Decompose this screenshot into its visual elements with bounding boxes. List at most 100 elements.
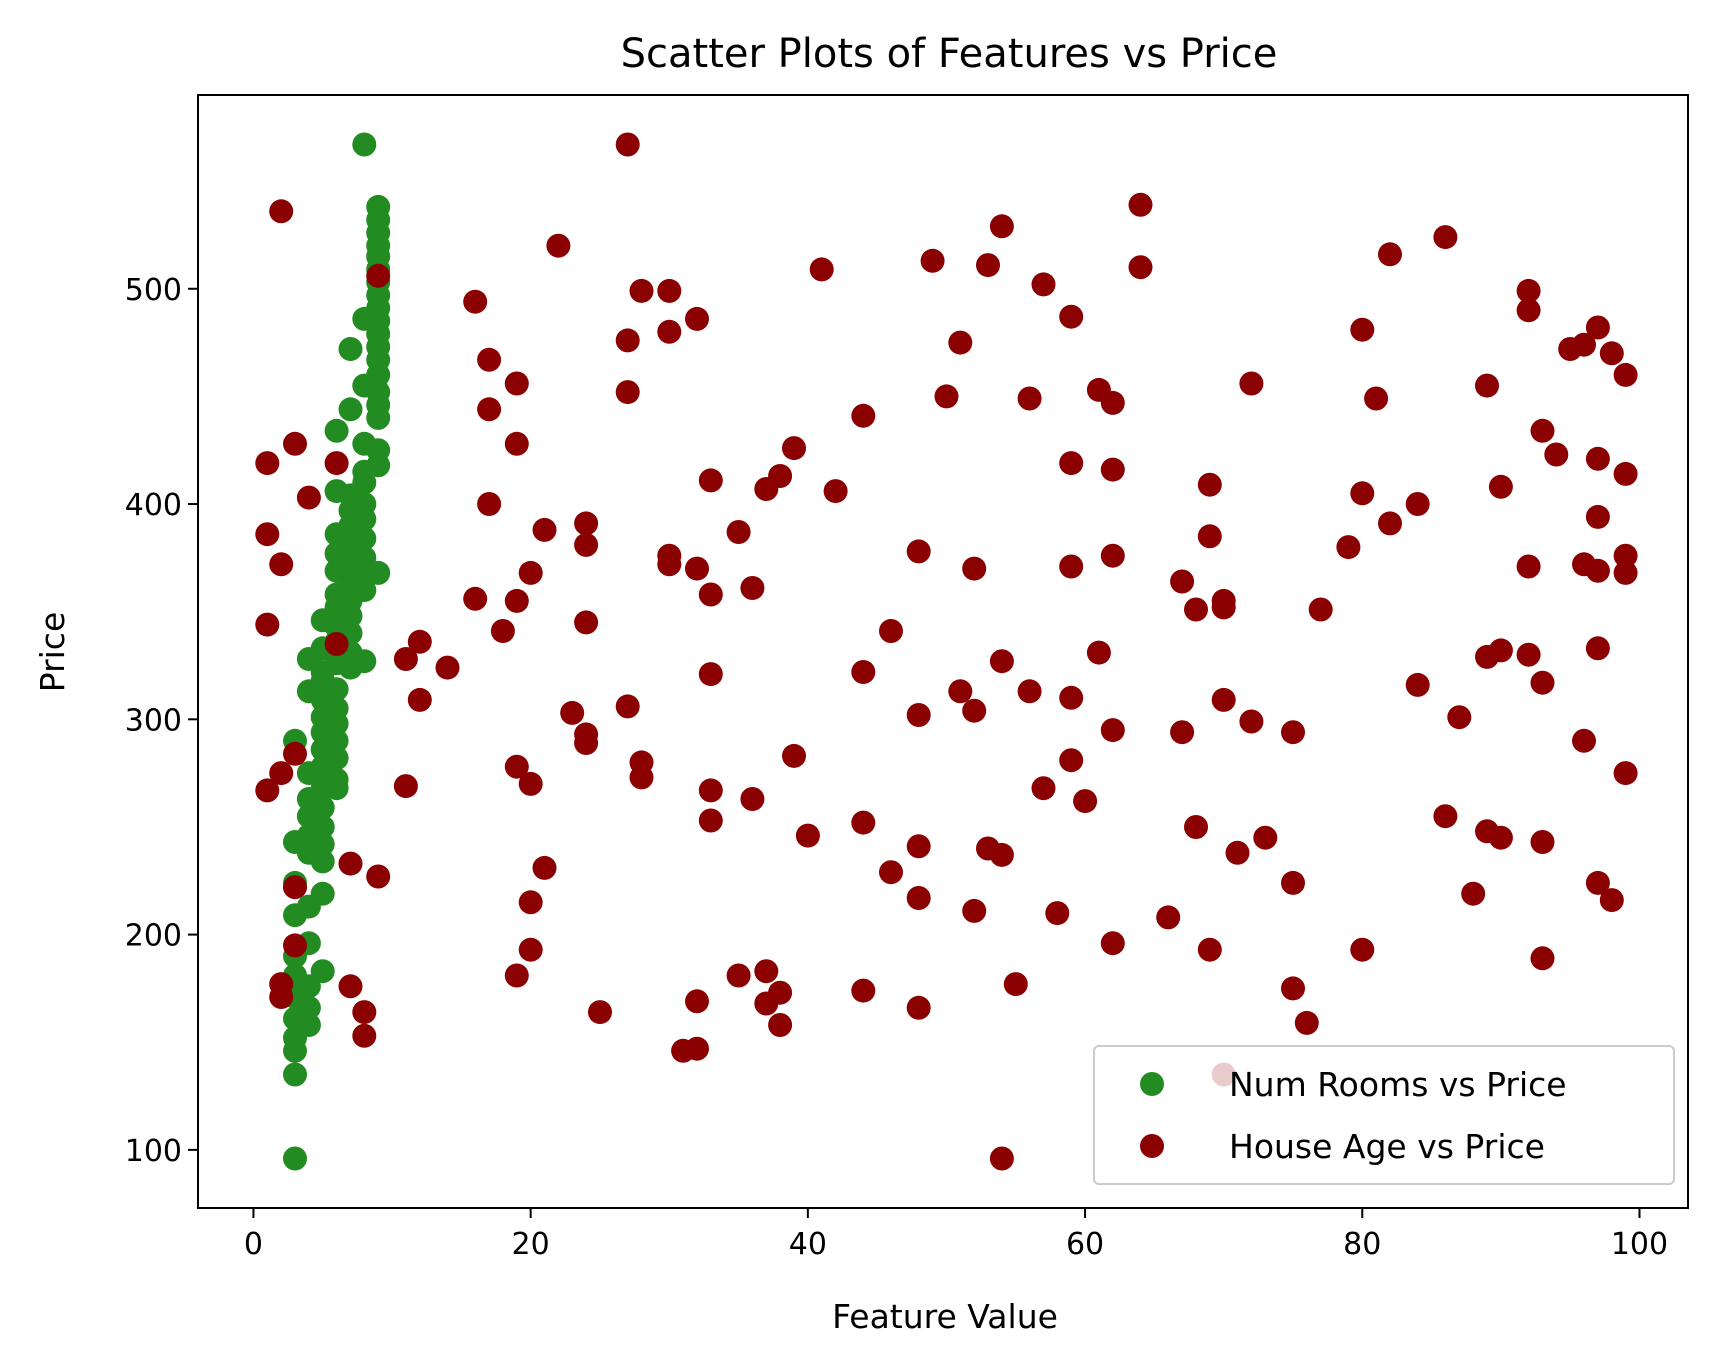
scatter-point <box>740 576 765 600</box>
series-1 <box>255 132 1638 1171</box>
scatter-point <box>768 980 793 1005</box>
scatter-point <box>1308 597 1333 622</box>
scatter-point <box>310 849 335 874</box>
scatter-point <box>366 864 391 889</box>
scatter-point <box>948 679 973 704</box>
scatter-point <box>698 468 723 493</box>
scatter-point <box>1530 418 1555 443</box>
x-tick-label: 100 <box>1611 1227 1668 1262</box>
scatter-point <box>352 1000 377 1025</box>
scatter-point <box>338 337 363 361</box>
scatter-point <box>962 556 987 581</box>
scatter-point <box>1031 272 1056 297</box>
scatter-point <box>407 687 432 712</box>
scatter-point <box>352 132 377 157</box>
scatter-point <box>1516 278 1541 303</box>
scatter-point <box>283 1146 307 1171</box>
scatter-point <box>698 582 723 607</box>
scatter-point <box>296 485 321 510</box>
scatter-point <box>560 700 585 725</box>
scatter-point <box>283 903 307 928</box>
x-tick-label: 20 <box>512 1227 550 1262</box>
scatter-point <box>1128 192 1153 217</box>
scatter-point <box>1031 776 1056 801</box>
scatter-point <box>851 810 876 835</box>
scatter-point <box>269 552 294 577</box>
scatter-point <box>698 808 723 833</box>
x-tick-label: 80 <box>1343 1227 1381 1262</box>
scatter-point <box>1516 642 1541 667</box>
scatter-point <box>477 492 502 516</box>
scatter-point <box>823 479 848 504</box>
scatter-point <box>1613 761 1638 786</box>
scatter-point <box>1017 386 1042 411</box>
scatter-point <box>283 431 307 456</box>
scatter-point <box>1059 685 1084 710</box>
scatter-point <box>477 347 502 372</box>
scatter-point <box>615 694 640 719</box>
scatter-point <box>989 1146 1014 1171</box>
scatter-point <box>352 1023 377 1048</box>
scatter-point <box>393 774 418 799</box>
scatter-point <box>1488 638 1513 663</box>
scatter-point <box>1281 870 1305 895</box>
scatter-point <box>366 560 391 585</box>
scatter-point <box>615 380 640 405</box>
legend-marker-num-rooms <box>1140 1072 1164 1096</box>
scatter-point <box>393 647 418 671</box>
legend-box <box>1093 1045 1675 1185</box>
scatter-point <box>851 978 876 1003</box>
scatter-point <box>338 655 363 680</box>
scatter-point <box>1530 946 1555 971</box>
plot-frame <box>197 94 1689 1209</box>
y-axis-label: Price <box>33 612 72 693</box>
scatter-point <box>1281 976 1305 1001</box>
scatter-point <box>906 539 931 564</box>
scatter-point <box>1197 937 1222 962</box>
scatter-point <box>615 132 640 157</box>
scatter-point <box>283 875 307 900</box>
legend: Num Rooms vs Price House Age vs Price <box>1093 1045 1675 1185</box>
scatter-point <box>726 963 751 988</box>
scatter-point <box>255 778 280 803</box>
scatter-point <box>1516 554 1541 579</box>
scatter-point <box>879 619 903 643</box>
scatter-point <box>324 451 349 476</box>
scatter-point <box>1281 720 1305 745</box>
scatter-point <box>255 612 280 637</box>
scatter-point <box>366 263 391 288</box>
scatter-point <box>1364 386 1389 411</box>
scatter-point <box>1003 972 1028 997</box>
scatter-point <box>989 214 1014 239</box>
scatter-point <box>1599 341 1624 366</box>
y-tick-label: 100 <box>125 1134 182 1169</box>
scatter-point <box>657 319 682 344</box>
scatter-point <box>1613 560 1638 585</box>
scatter-point <box>782 743 806 768</box>
scatter-point <box>1197 524 1222 549</box>
scatter-point <box>588 1000 612 1025</box>
scatter-point <box>504 754 529 779</box>
scatter-point <box>518 890 543 915</box>
scatter-point <box>1433 804 1458 829</box>
scatter-point <box>504 431 529 456</box>
scatter-point <box>726 520 751 544</box>
scatter-point <box>1211 595 1236 620</box>
scatter-point <box>1100 931 1125 956</box>
y-axis-ticks: 100 200 300 400 500 <box>125 273 198 1169</box>
scatter-point <box>352 306 377 331</box>
scatter-point <box>1488 825 1513 850</box>
scatter-point <box>532 855 557 880</box>
scatter-point <box>906 703 931 727</box>
scatter-point <box>851 403 876 428</box>
scatter-point <box>934 384 959 409</box>
x-tick-label: 0 <box>244 1227 263 1262</box>
scatter-point <box>1530 830 1555 854</box>
scatter-point <box>1350 317 1375 342</box>
scatter-point <box>740 787 765 811</box>
scatter-point <box>255 522 280 547</box>
scatter-point <box>504 588 529 613</box>
scatter-point <box>1211 687 1236 712</box>
scatter-point <box>1100 457 1125 482</box>
